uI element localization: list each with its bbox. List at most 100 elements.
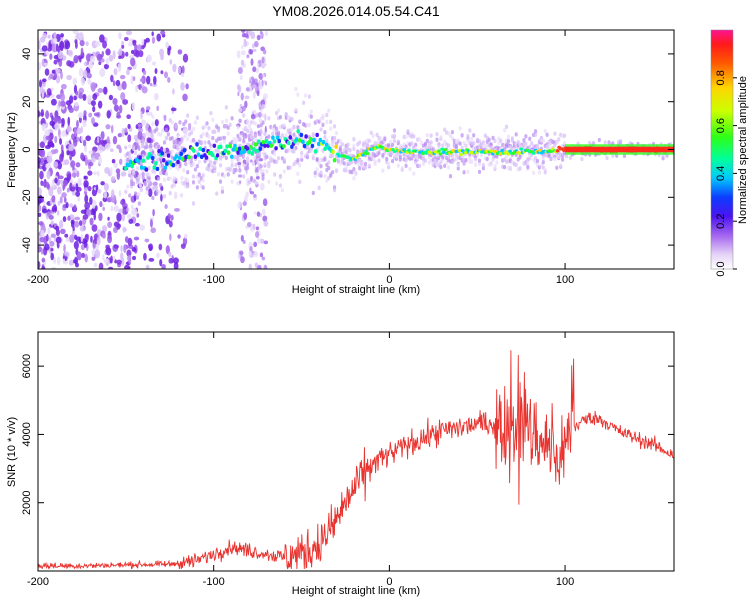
- spectrogram-halo-cell: [421, 161, 426, 167]
- spectrogram-x-tick-label: -100: [203, 274, 225, 286]
- spectrogram-halo-cell: [348, 147, 352, 153]
- spectrogram-noise-cell: [98, 61, 102, 66]
- spectrogram-halo-cell: [242, 163, 246, 168]
- spectrogram-halo-cell: [151, 121, 155, 127]
- spectrogram-noise-cell: [82, 214, 89, 220]
- spectrogram-noise-cell: [66, 60, 72, 67]
- spectrogram-halo-cell: [503, 164, 507, 170]
- spectrogram-noise-cell: [45, 145, 51, 150]
- spectrogram-ridge-cell: [152, 165, 157, 170]
- spectrogram-noise-cell: [110, 176, 116, 182]
- spectrogram-halo-cell: [234, 162, 238, 168]
- spectrogram-noise-cell: [43, 62, 49, 67]
- spectrogram-noise-cell: [249, 191, 255, 195]
- spectrogram-halo-cell: [319, 127, 323, 132]
- spectrogram-noise-cell: [93, 171, 98, 176]
- spectrogram-halo-cell: [157, 176, 161, 182]
- spectrogram-halo-cell: [404, 134, 408, 139]
- colorbar-tick-label: 0.4: [715, 166, 727, 181]
- spectrogram-halo-cell: [160, 128, 165, 134]
- spectrogram-halo-cell: [135, 195, 140, 200]
- spectrogram-halo-cell: [276, 156, 281, 161]
- spectrogram-ridge-cell: [302, 143, 307, 149]
- spectrogram-halo-cell: [126, 184, 130, 189]
- spectrogram-halo-cell: [218, 179, 223, 184]
- spectrogram-halo-cell: [168, 176, 172, 181]
- spectrogram-noise-cell: [237, 85, 242, 93]
- spectrogram-ridge-cell: [282, 144, 286, 149]
- spectrogram-halo-cell: [464, 158, 468, 163]
- spectrogram-halo-cell: [234, 167, 238, 173]
- spectrogram-noise-cell: [73, 240, 79, 250]
- spectrogram-noise-cell: [54, 135, 58, 144]
- spectrogram-noise-cell: [164, 71, 169, 79]
- spectrogram-halo-cell: [207, 140, 211, 145]
- spectrogram-halo-cell: [296, 157, 300, 163]
- spectrogram-noise-cell: [56, 256, 61, 266]
- spectrogram-ridge-cell: [296, 129, 300, 134]
- spectrogram-noise-cell: [256, 34, 261, 41]
- spectrogram-ridge-cell: [174, 154, 179, 159]
- spectrogram-halo-cell: [286, 148, 290, 153]
- spectrogram-noise-cell: [98, 155, 102, 165]
- spectrogram-noise-cell: [64, 233, 69, 238]
- spectrogram-halo-cell: [472, 141, 476, 146]
- spectrogram-noise-cell: [263, 240, 268, 245]
- spectrogram-noise-cell: [263, 80, 267, 84]
- spectrogram-noise-cell: [40, 182, 47, 187]
- spectrogram-noise-cell: [139, 224, 145, 231]
- spectrogram-halo-cell: [215, 191, 219, 196]
- spectrogram-halo-cell: [446, 165, 451, 170]
- spectrogram-halo-cell: [224, 155, 228, 161]
- spectrogram-ridge-cell: [139, 165, 144, 170]
- spectrogram-noise-cell: [236, 161, 242, 166]
- spectrogram-halo-cell: [238, 137, 242, 142]
- spectrogram-halo-cell: [387, 161, 391, 166]
- spectrogram-halo-cell: [292, 149, 296, 154]
- spectrogram-halo-cell: [228, 122, 232, 128]
- spectrogram-ridge-cell: [192, 148, 196, 153]
- spectrogram-noise-cell: [169, 233, 172, 242]
- spectrogram-noise-cell: [76, 251, 82, 261]
- spectrogram-halo-cell: [191, 174, 196, 179]
- spectrogram-noise-cell: [87, 185, 92, 192]
- spectrogram-ridge-cell: [165, 161, 169, 166]
- spectrogram-halo-cell: [203, 124, 207, 129]
- spectrogram-noise-cell: [102, 196, 108, 203]
- spectrogram-noise-cell: [57, 51, 64, 60]
- spectrogram-halo-cell: [145, 144, 149, 149]
- spectrogram-halo-cell: [261, 120, 265, 125]
- spectrogram-halo-cell: [191, 201, 196, 206]
- spectrogram-halo-cell: [130, 174, 134, 180]
- spectrogram-noise-cell: [119, 158, 123, 165]
- spectrogram-halo-cell: [377, 158, 381, 163]
- spectrogram-noise-cell: [110, 148, 114, 153]
- spectrogram-halo-cell: [176, 132, 180, 137]
- spectrogram-noise-cell: [84, 253, 88, 263]
- spectrogram-noise-cell: [119, 74, 126, 80]
- spectrogram-halo-cell: [466, 169, 470, 175]
- spectrogram-halo-cell: [213, 129, 217, 134]
- spectrogram-noise-cell: [105, 143, 111, 150]
- spectrogram-ridge-cell: [307, 140, 312, 145]
- colorbar-frame: [710, 29, 734, 270]
- spectrogram-halo-cell: [443, 139, 447, 144]
- spectrogram-halo-cell: [325, 139, 329, 144]
- spectrogram-noise-cell: [137, 44, 142, 51]
- spectrogram-noise-cell: [131, 247, 137, 252]
- spectrogram-ridge-cell: [253, 142, 258, 147]
- spectrogram-ridge-cell: [124, 166, 128, 171]
- spectrogram-noise-cell: [53, 37, 58, 44]
- spectrogram-ridge-cell: [274, 146, 278, 151]
- spectrogram-noise-cell: [116, 226, 121, 230]
- spectrogram-ridge-cell: [304, 134, 308, 139]
- spectrogram-halo-cell: [410, 156, 414, 161]
- spectrogram-noise-cell: [39, 236, 46, 243]
- spectrogram-halo-cell: [292, 124, 296, 130]
- spectrogram-noise-cell: [249, 49, 254, 55]
- spectrogram-noise-cell: [70, 219, 75, 225]
- spectrogram-noise-cell: [66, 126, 72, 133]
- spectrogram-halo-cell: [431, 157, 435, 162]
- spectrogram-halo-cell: [261, 113, 265, 118]
